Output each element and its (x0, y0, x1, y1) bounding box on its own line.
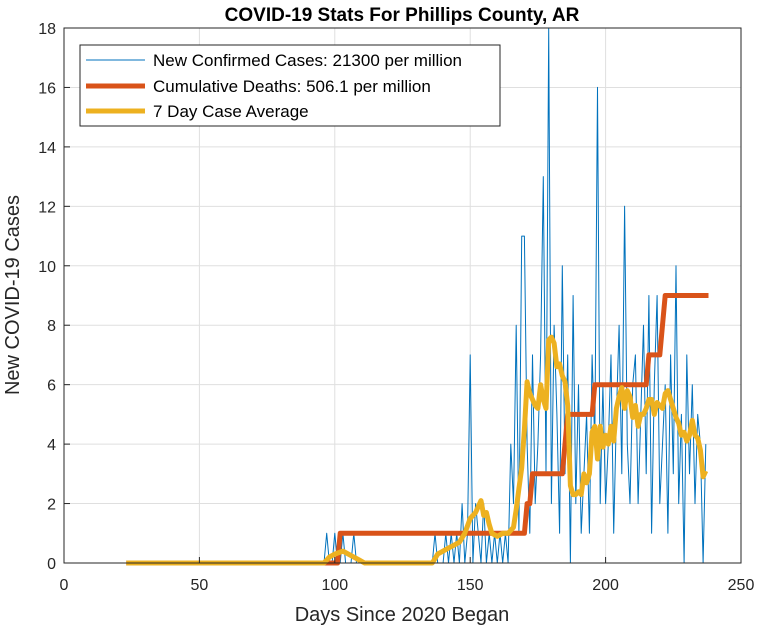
series-7-day-case-average (126, 334, 709, 566)
chart-title: COVID-19 Stats For Phillips County, AR (225, 5, 580, 26)
y-tick-label: 6 (47, 378, 56, 395)
x-tick-label: 50 (191, 577, 209, 594)
legend: New Confirmed Cases: 21300 per million C… (79, 44, 501, 127)
x-axis-label: Days Since 2020 Began (295, 604, 510, 626)
y-tick-label: 8 (47, 318, 56, 335)
x-tick-label: 100 (321, 577, 348, 594)
y-tick-label: 18 (38, 21, 56, 38)
x-tick-label: 150 (457, 577, 484, 594)
x-tick-label: 250 (728, 577, 755, 594)
y-tick-label: 10 (38, 259, 56, 276)
y-tick-label: 14 (38, 140, 56, 157)
plot-frame (63, 27, 742, 564)
x-tick-label: 0 (60, 577, 69, 594)
legend-label-new-cases: New Confirmed Cases: 21300 per million (153, 51, 462, 70)
series-layer (126, 27, 709, 566)
legend-label-case-average: 7 Day Case Average (153, 102, 309, 121)
legend-label-cumulative-deaths: Cumulative Deaths: 506.1 per million (153, 77, 431, 96)
y-axis-label: New COVID-19 Cases (2, 195, 24, 395)
y-tick-label: 4 (47, 437, 56, 454)
legend-box (79, 44, 501, 127)
y-tick-label: 0 (47, 556, 56, 573)
y-tick-label: 12 (38, 199, 56, 216)
y-tick-label: 16 (38, 80, 56, 97)
y-ticks: 0 2 4 6 8 10 12 14 16 18 (38, 21, 70, 573)
x-tick-label: 200 (592, 577, 619, 594)
y-tick-label: 2 (47, 497, 56, 514)
x-ticks: 0 50 100 150 200 250 (60, 557, 755, 594)
